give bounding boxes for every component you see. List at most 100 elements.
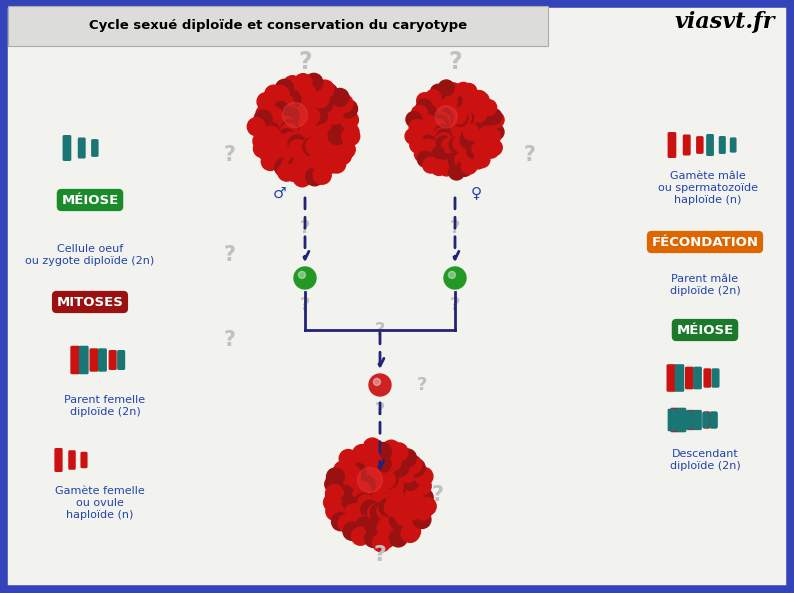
- Circle shape: [453, 95, 469, 111]
- Circle shape: [368, 504, 386, 522]
- Circle shape: [301, 138, 318, 157]
- Circle shape: [338, 514, 357, 533]
- Circle shape: [380, 470, 398, 489]
- Circle shape: [295, 141, 313, 159]
- Circle shape: [422, 110, 437, 126]
- Circle shape: [277, 116, 295, 135]
- Circle shape: [387, 489, 405, 508]
- Circle shape: [415, 467, 433, 486]
- Circle shape: [331, 88, 349, 107]
- FancyBboxPatch shape: [693, 410, 701, 430]
- Circle shape: [287, 107, 305, 126]
- Circle shape: [369, 374, 391, 396]
- Circle shape: [459, 149, 475, 165]
- FancyBboxPatch shape: [711, 368, 719, 388]
- Circle shape: [377, 530, 395, 548]
- Circle shape: [302, 107, 320, 125]
- Circle shape: [384, 499, 403, 517]
- Circle shape: [436, 148, 452, 164]
- Circle shape: [280, 123, 299, 141]
- Circle shape: [259, 144, 277, 162]
- Text: ?: ?: [450, 219, 461, 237]
- FancyBboxPatch shape: [687, 410, 695, 430]
- Circle shape: [302, 87, 320, 106]
- FancyBboxPatch shape: [8, 6, 548, 46]
- Circle shape: [385, 477, 403, 495]
- Circle shape: [340, 100, 357, 118]
- Circle shape: [272, 94, 290, 111]
- Circle shape: [345, 503, 363, 522]
- Circle shape: [399, 464, 417, 482]
- FancyBboxPatch shape: [675, 364, 684, 392]
- Circle shape: [390, 486, 408, 504]
- FancyBboxPatch shape: [730, 138, 737, 152]
- Circle shape: [262, 122, 279, 140]
- Circle shape: [488, 112, 504, 127]
- FancyBboxPatch shape: [676, 409, 684, 431]
- Circle shape: [310, 107, 327, 125]
- Circle shape: [330, 445, 430, 545]
- Circle shape: [411, 106, 427, 121]
- Circle shape: [314, 121, 333, 139]
- Circle shape: [453, 110, 468, 126]
- Circle shape: [311, 127, 329, 145]
- Circle shape: [377, 502, 395, 520]
- Circle shape: [373, 378, 380, 385]
- Circle shape: [469, 98, 485, 114]
- Circle shape: [294, 267, 316, 289]
- Circle shape: [414, 146, 430, 162]
- FancyBboxPatch shape: [98, 348, 107, 372]
- Circle shape: [264, 107, 283, 125]
- Circle shape: [373, 455, 391, 473]
- Circle shape: [303, 138, 321, 156]
- Text: ?: ?: [300, 219, 310, 237]
- Circle shape: [403, 502, 421, 520]
- Circle shape: [319, 84, 337, 101]
- Text: ?: ?: [417, 376, 427, 394]
- Circle shape: [448, 136, 464, 152]
- Circle shape: [380, 455, 398, 473]
- Circle shape: [326, 106, 343, 124]
- Circle shape: [464, 95, 480, 111]
- Circle shape: [335, 95, 353, 113]
- Circle shape: [313, 117, 330, 136]
- Circle shape: [307, 104, 326, 123]
- Circle shape: [355, 493, 373, 511]
- Circle shape: [437, 112, 453, 127]
- Circle shape: [389, 512, 407, 530]
- Circle shape: [417, 93, 433, 109]
- FancyBboxPatch shape: [5, 5, 789, 588]
- FancyBboxPatch shape: [702, 412, 710, 428]
- Circle shape: [349, 463, 366, 481]
- Circle shape: [476, 118, 492, 134]
- Text: ?: ?: [375, 321, 385, 339]
- Circle shape: [314, 95, 333, 113]
- Circle shape: [431, 123, 447, 139]
- Circle shape: [446, 93, 462, 109]
- Circle shape: [457, 132, 472, 148]
- Circle shape: [382, 516, 400, 534]
- FancyBboxPatch shape: [685, 410, 693, 430]
- Circle shape: [364, 438, 381, 456]
- Circle shape: [430, 84, 446, 100]
- Circle shape: [418, 126, 434, 142]
- Text: FÉCONDATION: FÉCONDATION: [652, 235, 758, 248]
- Circle shape: [427, 144, 443, 160]
- Circle shape: [474, 152, 490, 168]
- Circle shape: [324, 493, 341, 511]
- Circle shape: [402, 472, 420, 490]
- Circle shape: [292, 103, 310, 120]
- Circle shape: [305, 157, 323, 174]
- Circle shape: [384, 453, 401, 471]
- Circle shape: [325, 104, 343, 122]
- Circle shape: [326, 468, 345, 486]
- Circle shape: [256, 105, 274, 123]
- Circle shape: [421, 139, 437, 155]
- Circle shape: [277, 151, 295, 170]
- Circle shape: [328, 155, 345, 173]
- FancyBboxPatch shape: [677, 408, 686, 432]
- Circle shape: [330, 135, 348, 154]
- Circle shape: [355, 480, 372, 499]
- Circle shape: [357, 495, 376, 512]
- Text: ?: ?: [224, 330, 236, 350]
